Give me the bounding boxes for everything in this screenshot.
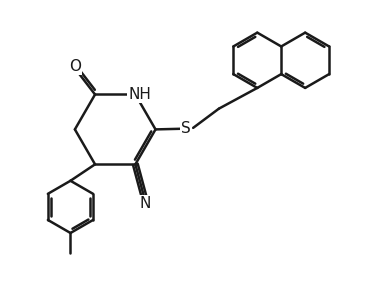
Text: O: O — [69, 59, 81, 74]
Text: S: S — [181, 121, 191, 136]
Text: NH: NH — [129, 87, 151, 102]
Text: N: N — [139, 196, 151, 211]
